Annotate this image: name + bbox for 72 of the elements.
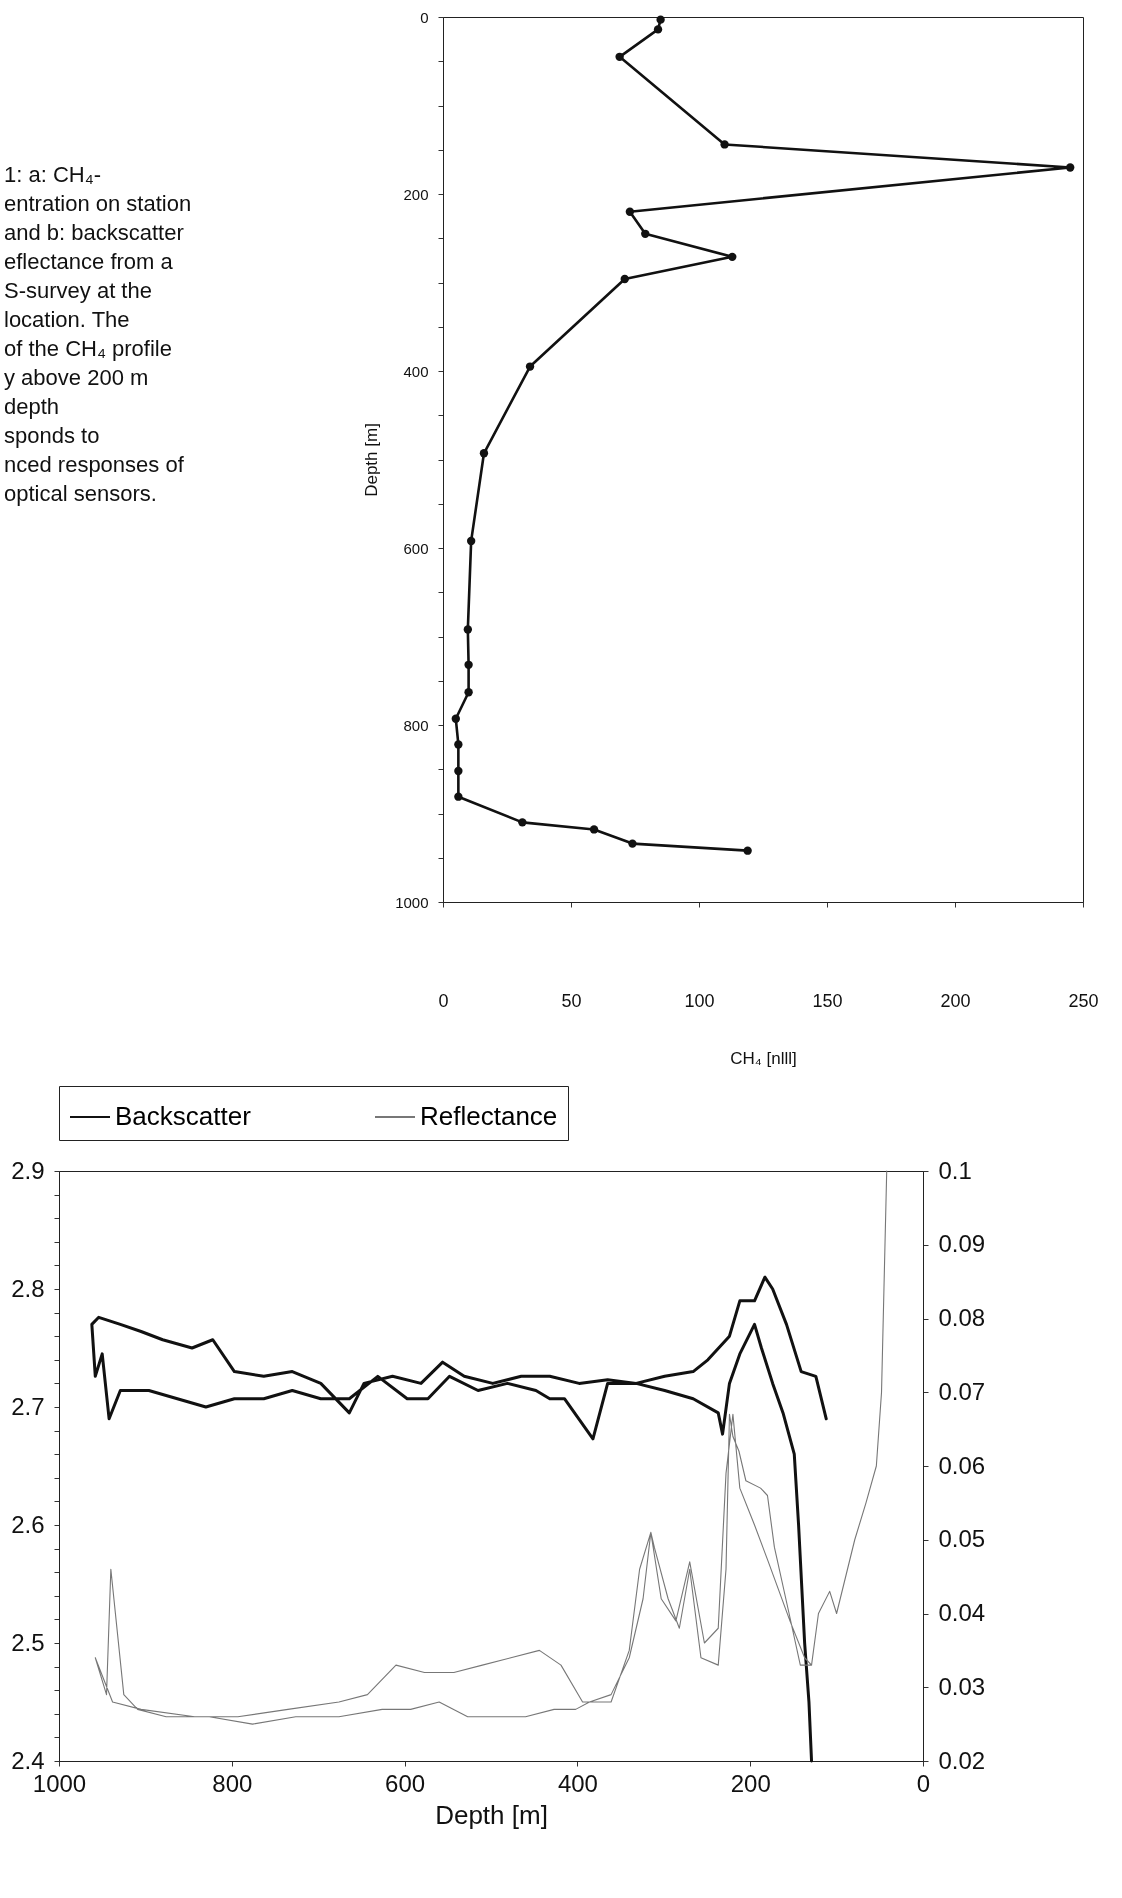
y2-tick-label: 0.08 [938, 1304, 986, 1331]
point [518, 818, 527, 827]
y-tick-label: 2.8 [11, 1274, 45, 1302]
point [628, 839, 637, 848]
line-series [94, 1170, 888, 1725]
x-tick-label: 250 [1068, 990, 1099, 1011]
point [454, 766, 463, 776]
x-axis-title: CH₄ [nlll] [730, 1048, 797, 1068]
point [743, 846, 752, 855]
line-series [90, 1275, 828, 1763]
text: S-survey at the [4, 277, 153, 305]
y-tick-label: 2.9 [11, 1156, 45, 1184]
x-tick-label: 400 [557, 1769, 598, 1797]
x-tick-label: 150 [812, 990, 843, 1011]
point [620, 274, 629, 284]
point [464, 688, 473, 697]
point [589, 825, 599, 834]
y-tick-label: 2.6 [11, 1510, 45, 1538]
text: sponds to [4, 422, 101, 450]
point [656, 15, 665, 24]
y-axis-title: Depth [m] [362, 423, 382, 497]
y2-tick-label: 0.05 [938, 1525, 986, 1553]
point [641, 229, 650, 238]
x-tick-label: 200 [730, 1769, 771, 1797]
point [464, 660, 473, 669]
y-tick-label: 200 [403, 185, 429, 203]
point [451, 714, 460, 723]
point [525, 362, 535, 371]
text: and b: backscatter [4, 219, 185, 247]
x-tick-label: 0 [916, 1769, 931, 1797]
text: y above 200 m [4, 364, 150, 392]
y-tick-label: 400 [403, 362, 429, 380]
text: location. The [4, 306, 131, 334]
x-axis-title: Depth [m] [435, 1799, 548, 1830]
legend-label: Backscatter [115, 1101, 252, 1131]
y2-tick-label: 0.07 [938, 1377, 986, 1405]
legend-label: Reflectance [420, 1101, 558, 1131]
x-tick-label: 0 [438, 990, 449, 1011]
point [454, 740, 463, 749]
text: optical sensors. [4, 480, 158, 508]
point [720, 140, 729, 149]
y2-tick-label: 0.09 [938, 1230, 986, 1258]
y2-tick-label: 0.02 [938, 1746, 986, 1774]
point [466, 536, 476, 546]
x-tick-label: 800 [212, 1769, 253, 1797]
point [463, 625, 473, 634]
y2-tick-label: 0.1 [938, 1156, 972, 1184]
point [454, 792, 463, 801]
y-tick-label: 2.7 [11, 1392, 45, 1420]
text: 1: a: CH₄- [4, 161, 102, 189]
y2-tick-label: 0.06 [938, 1451, 986, 1479]
x-tick-label: 50 [561, 990, 582, 1011]
text: entration on station [4, 190, 192, 218]
y2-tick-label: 0.03 [938, 1672, 986, 1700]
text: eflectance from a [4, 248, 174, 276]
point [1066, 163, 1075, 172]
point [615, 52, 624, 61]
text: of the CH₄ profile [4, 335, 173, 363]
text: nced responses of [4, 451, 185, 479]
point [479, 449, 489, 458]
y-tick-label: 1000 [395, 893, 429, 911]
text: depth [4, 393, 61, 421]
y-tick-label: 2.5 [11, 1628, 45, 1656]
y-tick-label: 0 [420, 8, 429, 26]
x-tick-label: 200 [940, 990, 971, 1011]
y-tick-label: 800 [403, 716, 429, 734]
y2-tick-label: 0.04 [938, 1599, 986, 1626]
point [653, 25, 663, 34]
point [728, 252, 737, 262]
point [625, 207, 635, 216]
x-tick-label: 100 [684, 990, 715, 1011]
y-tick-label: 600 [403, 539, 429, 557]
